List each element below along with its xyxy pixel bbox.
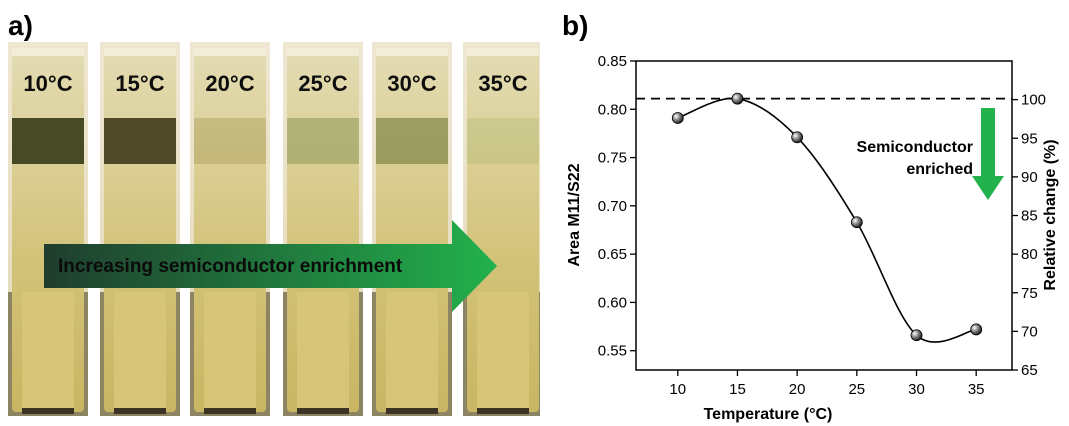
data-point	[910, 329, 923, 342]
tube-sediment	[114, 408, 166, 414]
tube-temperature-label: 35°C	[478, 71, 527, 96]
plot-frame	[635, 60, 1013, 371]
tubes-photo: 10°C 15°C 20°C 25°C 30°C 35°C Increasing semi…	[8, 42, 540, 416]
tube-band	[194, 118, 266, 164]
tube-lower	[477, 292, 529, 410]
tube-sediment	[204, 408, 256, 414]
tube-lower	[386, 292, 438, 410]
tube: 15°C	[100, 42, 180, 416]
tube-sediment	[22, 408, 74, 414]
tube-band	[104, 118, 176, 164]
enrichment-arrow: Increasing semiconductor enrichment	[44, 220, 497, 312]
tube-rim	[287, 48, 359, 56]
y2-tick-label: 70	[1021, 323, 1038, 340]
tube-band	[12, 118, 84, 164]
tube-temperature-label: 25°C	[298, 71, 347, 96]
y-tick-label: 0.85	[598, 53, 627, 70]
tube-rim	[467, 48, 539, 56]
x-tick-label: 15	[729, 381, 746, 398]
x-tick-label: 10	[669, 381, 686, 398]
data-point	[791, 131, 804, 144]
y-tick-label: 0.65	[598, 246, 627, 263]
y-tick-label: 0.60	[598, 294, 627, 311]
tube: 20°C	[190, 42, 270, 416]
tube: 30°C	[372, 42, 452, 416]
y-axis-title: Area M11/S22	[566, 163, 583, 266]
x-tick-label: 35	[968, 381, 985, 398]
tube-sediment	[297, 408, 349, 414]
tube-lower	[114, 292, 166, 410]
y2-axis-title: Relative change (%)	[1042, 139, 1059, 290]
annotation-line-1: Semiconductor	[857, 139, 973, 156]
tube-lower	[22, 292, 74, 410]
data-point	[970, 323, 983, 336]
panel-b-label: b)	[562, 10, 589, 41]
annotation-line-2: enriched	[906, 161, 973, 178]
tube-lower	[297, 292, 349, 410]
tube-temperature-label: 30°C	[387, 71, 436, 96]
enrichment-arrow-text: Increasing semiconductor enrichment	[58, 256, 403, 277]
tube-band	[287, 118, 359, 164]
x-tick-label: 30	[908, 381, 925, 398]
tube-temperature-label: 20°C	[205, 71, 254, 96]
tube-band	[467, 118, 539, 164]
enriched-arrow	[972, 108, 1004, 200]
chart: 10 15 20 25 30 35 0.55 0.60 0.65 0.70 0.75 0.80 0.85…	[566, 53, 1059, 423]
x-tick-label: 25	[848, 381, 865, 398]
tube-rim	[376, 48, 448, 56]
tube-temperature-label: 15°C	[115, 71, 164, 96]
tube: 25°C	[283, 42, 363, 416]
data-point	[731, 92, 744, 105]
tube-rim	[104, 48, 176, 56]
x-tick-label: 20	[789, 381, 806, 398]
y-tick-label: 0.75	[598, 150, 627, 167]
data-point	[671, 112, 684, 124]
y2-tick-label: 100	[1021, 92, 1046, 109]
tube-sediment	[386, 408, 438, 414]
y2-tick-label: 95	[1021, 130, 1038, 147]
y-tick-label: 0.55	[598, 343, 627, 360]
series-line	[677, 97, 977, 343]
panel-a-label: a)	[8, 10, 33, 41]
y-tick-label: 0.70	[598, 198, 627, 215]
y-tick-label: 0.80	[598, 101, 627, 118]
y2-tick-label: 65	[1021, 362, 1038, 379]
y2-tick-label: 90	[1021, 169, 1038, 186]
x-axis-title: Temperature (°C)	[704, 406, 833, 423]
tube-rim	[12, 48, 84, 56]
data-point	[850, 216, 863, 229]
y2-tick-label: 85	[1021, 208, 1038, 225]
tube-lower	[204, 292, 256, 410]
tube: 10°C	[8, 42, 88, 416]
y2-tick-label: 80	[1021, 246, 1038, 263]
y2-tick-label: 75	[1021, 285, 1038, 302]
tube-rim	[194, 48, 266, 56]
tube: 35°C	[463, 42, 540, 416]
tube-temperature-label: 10°C	[23, 71, 72, 96]
tube-band	[376, 118, 448, 164]
tube-sediment	[477, 408, 529, 414]
